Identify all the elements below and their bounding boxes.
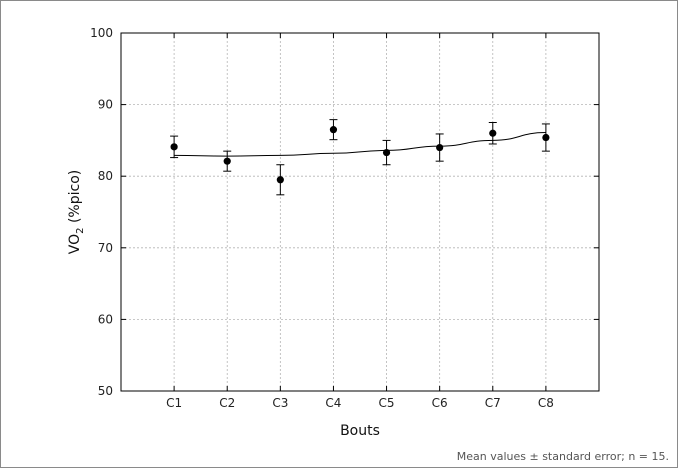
x-ticks: C1 C2 C3 C4 C5 C6 C7 C8 [166, 33, 554, 410]
data-point-C3 [276, 176, 284, 184]
x-tick-label-C4: C4 [325, 396, 341, 410]
y-tick-label-60: 60 [98, 312, 113, 326]
y-axis-label: VO2 (%pico) [67, 170, 86, 254]
x-tick-label-C3: C3 [272, 396, 288, 410]
data-points [170, 126, 550, 184]
x-axis-label: Bouts [340, 423, 380, 439]
x-tick-label-C7: C7 [485, 396, 501, 410]
y-tick-label-50: 50 [98, 384, 113, 398]
x-tick-label-C6: C6 [432, 396, 448, 410]
y-axis-label-subscript: 2 [75, 227, 86, 233]
trend-line [174, 132, 546, 157]
data-point-C1 [170, 143, 178, 151]
y-axis-label-main: VO [67, 234, 83, 254]
plot-area-border [120, 32, 600, 392]
y-axis-label-rest: (%pico) [67, 170, 83, 228]
x-tick-label-C2: C2 [219, 396, 235, 410]
x-tick-label-C5: C5 [379, 396, 395, 410]
x-tick-label-C1: C1 [166, 396, 182, 410]
x-tick-label-C8: C8 [538, 396, 554, 410]
y-tick-label-100: 100 [90, 26, 113, 40]
data-point-C4 [329, 126, 338, 134]
y-tick-label-90: 90 [98, 98, 113, 112]
data-point-C5 [382, 148, 391, 157]
caption: Mean values ± standard error; n = 15. [456, 450, 669, 463]
grid [121, 33, 599, 391]
data-point-C6 [436, 143, 444, 152]
y-ticks: 50 60 70 80 90 100 [90, 26, 599, 398]
y-tick-label-70: 70 [98, 241, 113, 255]
y-tick-label-80: 80 [98, 169, 113, 183]
data-point-C2 [223, 157, 231, 165]
data-point-C8 [542, 133, 550, 142]
data-point-C7 [489, 129, 497, 137]
